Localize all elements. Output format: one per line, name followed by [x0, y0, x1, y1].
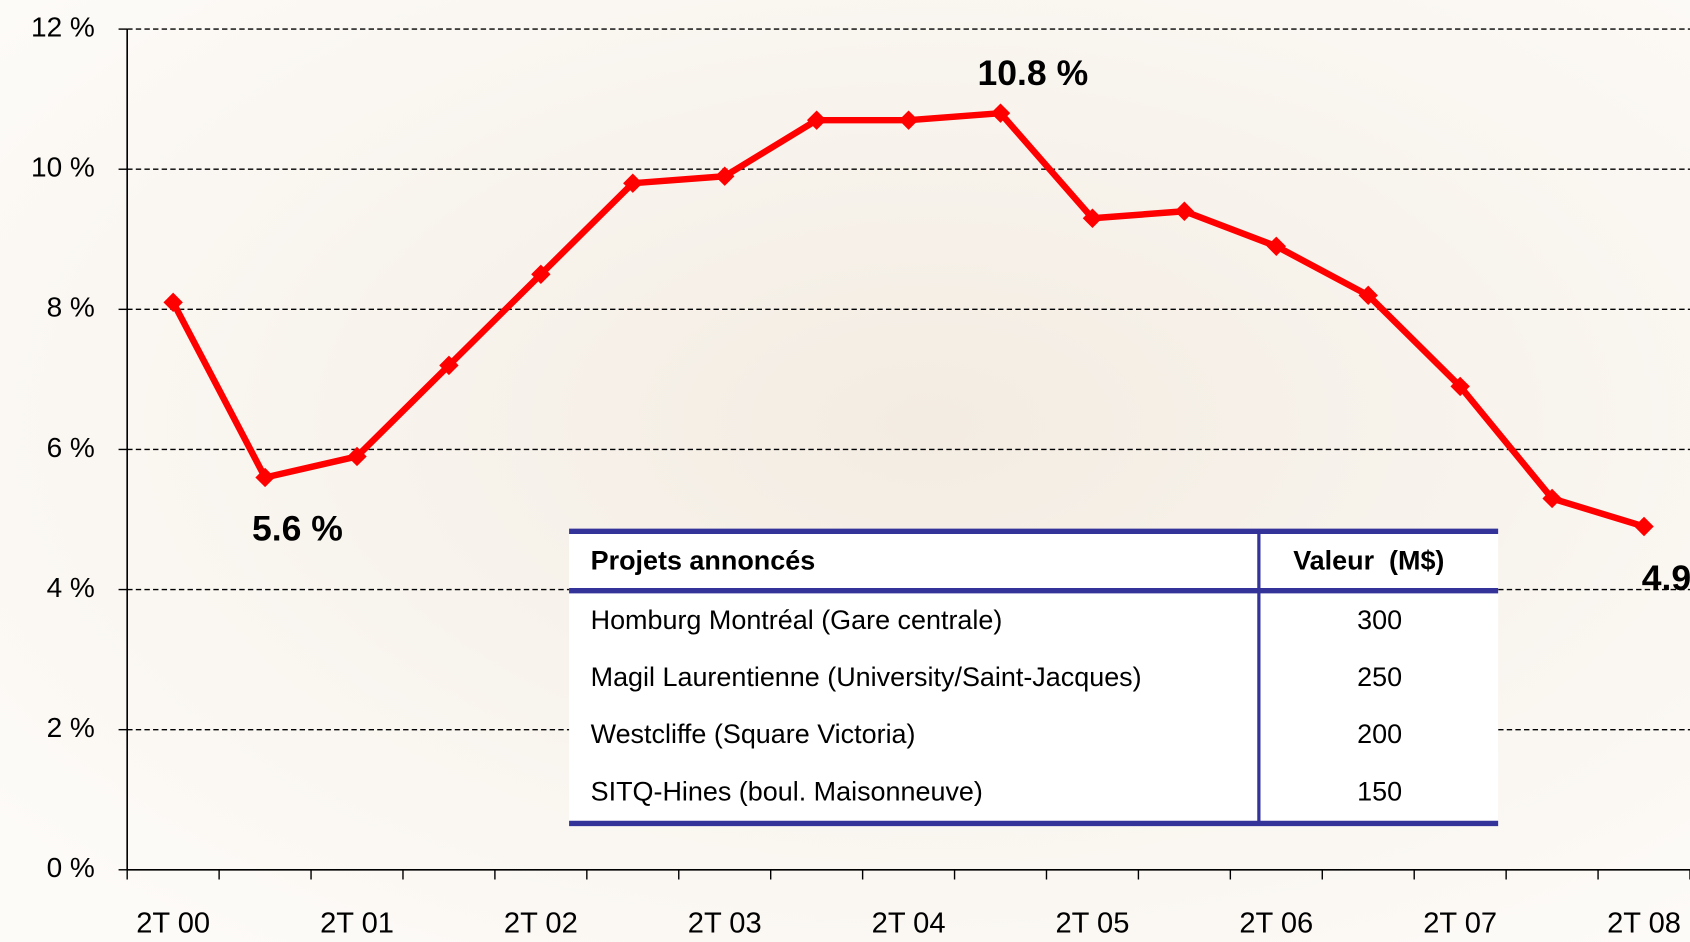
marker — [1174, 201, 1195, 221]
marker — [715, 166, 735, 186]
x-tick-label: 2T 06 — [1239, 907, 1313, 939]
marker — [623, 173, 643, 193]
y-tick-label: 2 % — [47, 712, 95, 743]
table-cell: SITQ-Hines (boul. Maisonneuve) — [591, 776, 983, 806]
table-header: Projets annoncés — [591, 546, 816, 576]
y-tick-label: 12 % — [31, 12, 95, 43]
y-tick-label: 0 % — [47, 852, 95, 883]
marker — [163, 292, 183, 313]
table-cell: 150 — [1357, 776, 1402, 806]
y-tick-label: 6 % — [47, 432, 95, 463]
y-tick-label: 4 % — [47, 572, 95, 603]
table-cell: 300 — [1357, 605, 1402, 635]
x-tick-label: 2T 01 — [320, 907, 394, 939]
x-tick-label: 2T 03 — [688, 907, 762, 939]
table-cell: 250 — [1357, 662, 1402, 692]
x-tick-label: 2T 07 — [1423, 907, 1497, 939]
table-cell: Westcliffe (Square Victoria) — [591, 719, 916, 749]
marker — [347, 446, 367, 467]
data-label: 5.6 % — [252, 509, 343, 549]
data-label: 4.9 % — [1642, 558, 1690, 598]
x-tick-label: 2T 04 — [872, 907, 946, 939]
table-cell: Magil Laurentienne (University/Saint-Jac… — [591, 662, 1142, 692]
marker — [1634, 516, 1654, 537]
data-label: 10.8 % — [978, 53, 1089, 93]
y-tick-label: 8 % — [47, 292, 95, 323]
marker — [531, 264, 551, 285]
table-background — [569, 530, 1499, 824]
y-tick-label: 10 % — [31, 152, 95, 183]
x-tick-label: 2T 00 — [136, 907, 210, 939]
table-cell: 200 — [1357, 719, 1402, 749]
table-cell: Homburg Montréal (Gare centrale) — [591, 605, 1003, 635]
table-header: Valeur (M$) — [1293, 546, 1444, 576]
marker — [1082, 208, 1103, 228]
x-tick-label: 2T 08 — [1607, 907, 1681, 939]
x-tick-label: 2T 05 — [1056, 907, 1130, 939]
x-tick-label: 2T 02 — [504, 907, 578, 939]
marker — [1266, 236, 1287, 256]
